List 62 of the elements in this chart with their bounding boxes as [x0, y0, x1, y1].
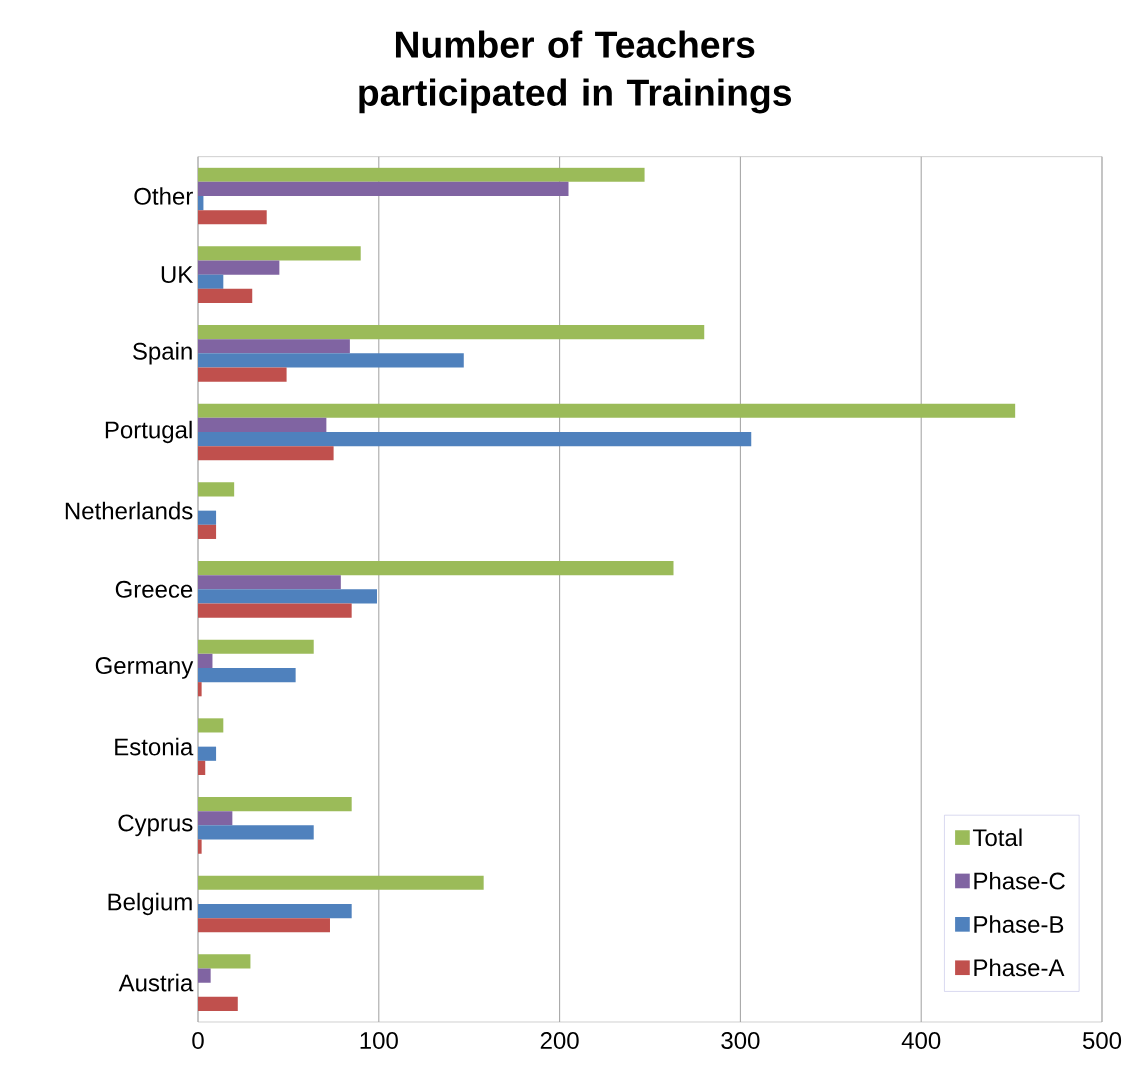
- y-tick-label: Germany: [95, 657, 194, 679]
- bar: [198, 603, 352, 618]
- x-tick-label: 300: [721, 1032, 760, 1050]
- x-tick-label: 200: [540, 1032, 579, 1050]
- bar: [198, 339, 350, 354]
- bar: [198, 903, 352, 919]
- legend-label: Phase-A: [974, 958, 1065, 977]
- bar: [198, 760, 206, 775]
- y-tick-label: Other: [134, 187, 193, 205]
- bar: [198, 682, 202, 697]
- y-tick-label: Greece: [115, 580, 193, 598]
- x-tick-label: 100: [360, 1032, 398, 1050]
- bar: [198, 274, 224, 289]
- bar: [198, 746, 217, 761]
- bar: [198, 811, 233, 826]
- bar: [198, 653, 213, 668]
- bar: [198, 996, 238, 1011]
- bar: [198, 875, 484, 890]
- y-tick-label: Belgium: [108, 892, 192, 916]
- bar: [198, 246, 361, 261]
- y-tick-label: UK: [161, 266, 194, 284]
- bar: [198, 510, 217, 525]
- legend-label: Phase-B: [974, 915, 1064, 933]
- bar: [198, 446, 334, 461]
- bar: [198, 524, 217, 539]
- bar: [198, 403, 1016, 418]
- y-tick-label: Cyprus: [118, 814, 193, 837]
- bar: [198, 431, 752, 447]
- bar: [198, 210, 267, 225]
- x-tick-label: 0: [192, 1032, 204, 1050]
- y-tick-label: Estonia: [115, 737, 194, 756]
- x-tick-label: 400: [901, 1032, 941, 1050]
- x-tick-label: 500: [1082, 1032, 1122, 1050]
- bar: [198, 839, 202, 854]
- bar: [198, 918, 330, 933]
- bar: [198, 954, 251, 969]
- bar: [198, 589, 377, 604]
- bar: [198, 195, 204, 211]
- bar: [198, 797, 352, 812]
- bar: [198, 825, 314, 840]
- bar: [198, 639, 314, 654]
- y-tick-label: Netherlands: [65, 501, 193, 520]
- bar: [198, 325, 705, 340]
- bar: [198, 482, 235, 497]
- bar: [198, 718, 224, 733]
- bar: [198, 561, 674, 576]
- y-tick-label: Austria: [118, 973, 194, 992]
- y-tick-label: Spain: [133, 342, 192, 365]
- bar: [198, 417, 327, 432]
- legend-label: Total: [972, 828, 1022, 847]
- chart-title: Number of Teachers participated in Trainings: [359, 30, 792, 114]
- bar: [198, 968, 211, 983]
- bar: [198, 575, 341, 590]
- legend-label: Phase-C: [974, 871, 1065, 890]
- bar: [198, 367, 287, 382]
- y-tick-label: Portugal: [105, 420, 192, 444]
- bar: [198, 167, 645, 182]
- bar: [198, 353, 464, 368]
- bar: [198, 288, 253, 303]
- bar: [198, 260, 280, 275]
- bar: [198, 667, 296, 683]
- bar: [198, 181, 569, 196]
